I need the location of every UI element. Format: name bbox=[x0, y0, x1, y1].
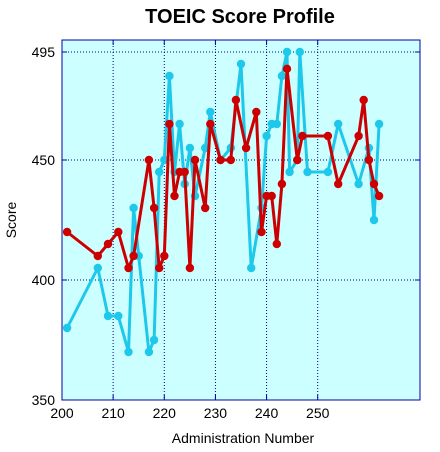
data-point bbox=[175, 119, 184, 129]
plot-frame bbox=[61, 39, 421, 401]
data-point bbox=[206, 107, 215, 117]
data-point bbox=[155, 263, 164, 273]
data-point bbox=[185, 143, 195, 153]
data-point bbox=[247, 263, 256, 273]
data-point bbox=[323, 167, 333, 177]
data-point bbox=[277, 71, 287, 81]
data-point bbox=[206, 119, 215, 129]
data-point bbox=[180, 167, 189, 177]
data-point bbox=[216, 155, 225, 165]
data-point bbox=[124, 347, 133, 357]
x-axis-label: Administration Number bbox=[172, 430, 315, 446]
y-tick-label: 350 bbox=[32, 392, 56, 408]
data-point bbox=[160, 251, 169, 261]
data-point bbox=[293, 155, 302, 165]
axis-ticks bbox=[61, 40, 420, 401]
data-point bbox=[231, 95, 241, 105]
data-point bbox=[282, 47, 292, 57]
data-point bbox=[149, 203, 159, 213]
data-point bbox=[103, 239, 113, 249]
data-point bbox=[334, 119, 343, 129]
data-point bbox=[323, 131, 333, 141]
data-point bbox=[155, 167, 164, 177]
data-point bbox=[257, 227, 266, 237]
data-point bbox=[114, 311, 123, 321]
data-point bbox=[103, 311, 113, 321]
data-point bbox=[369, 215, 379, 225]
data-point bbox=[285, 167, 294, 177]
data-point bbox=[267, 191, 276, 201]
data-point bbox=[272, 239, 281, 249]
data-point bbox=[241, 143, 251, 153]
data-point bbox=[93, 251, 103, 261]
data-point bbox=[364, 155, 374, 165]
data-point bbox=[359, 95, 368, 105]
series-layer bbox=[62, 47, 384, 357]
data-point bbox=[170, 191, 179, 201]
data-point bbox=[129, 203, 138, 213]
data-point bbox=[144, 155, 154, 165]
data-point bbox=[262, 131, 271, 141]
data-point bbox=[303, 167, 312, 177]
data-point bbox=[185, 263, 195, 273]
data-point bbox=[334, 179, 343, 189]
y-tick-label: 450 bbox=[32, 152, 56, 168]
data-point bbox=[252, 107, 261, 117]
data-point bbox=[165, 71, 174, 81]
y-tick-label: 400 bbox=[32, 272, 56, 288]
data-point bbox=[114, 227, 123, 237]
x-tick-label: 250 bbox=[306, 405, 330, 421]
data-point bbox=[124, 263, 133, 273]
data-point bbox=[236, 59, 246, 69]
y-tick-label: 495 bbox=[32, 44, 56, 60]
x-tick-label: 200 bbox=[50, 405, 74, 421]
data-point bbox=[144, 347, 154, 357]
x-tick-label: 210 bbox=[101, 405, 125, 421]
data-point bbox=[165, 119, 174, 129]
data-point bbox=[374, 191, 384, 201]
x-tick-label: 220 bbox=[153, 405, 177, 421]
data-point bbox=[129, 251, 138, 261]
data-point bbox=[93, 263, 103, 273]
data-point bbox=[369, 179, 379, 189]
x-tick-label: 240 bbox=[255, 405, 279, 421]
data-point bbox=[354, 131, 363, 141]
data-point bbox=[160, 155, 169, 165]
series-line bbox=[65, 67, 381, 270]
data-point bbox=[354, 179, 363, 189]
data-point bbox=[190, 155, 200, 165]
data-point bbox=[226, 155, 235, 165]
data-point bbox=[272, 119, 281, 129]
data-point bbox=[62, 227, 72, 237]
data-point bbox=[374, 119, 384, 129]
data-point bbox=[282, 64, 292, 74]
data-point bbox=[295, 47, 304, 57]
tick-labels: 200 210 220 230 240 250 350 400 450 495 bbox=[32, 44, 330, 421]
y-axis-label: Score bbox=[3, 202, 19, 239]
x-tick-label: 230 bbox=[204, 405, 228, 421]
data-point bbox=[277, 179, 287, 189]
data-point bbox=[298, 131, 307, 141]
data-point bbox=[149, 335, 159, 345]
series-2 bbox=[62, 64, 384, 273]
data-point bbox=[62, 323, 72, 333]
chart-title: TOEIC Score Profile bbox=[145, 6, 335, 28]
data-point bbox=[201, 203, 210, 213]
